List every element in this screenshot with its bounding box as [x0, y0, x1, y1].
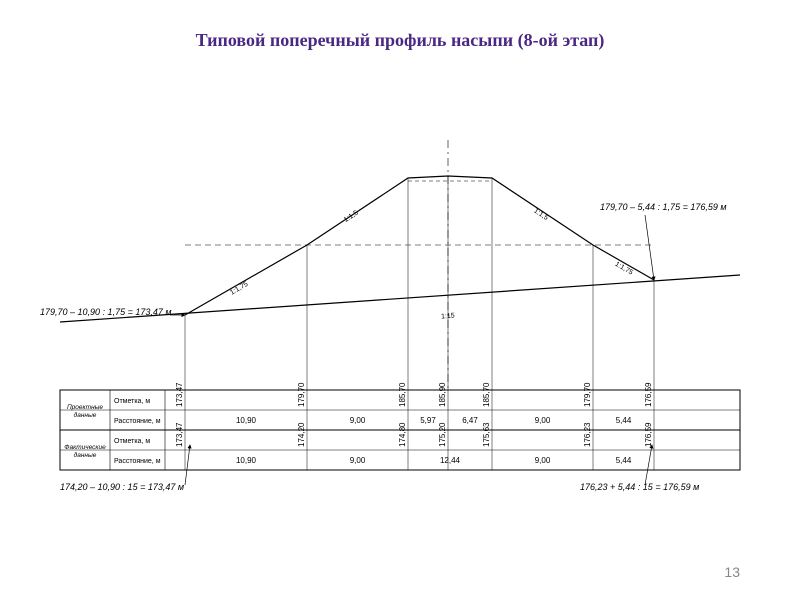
svg-text:9,00: 9,00	[535, 456, 551, 465]
svg-text:Отметка, м: Отметка, м	[114, 438, 150, 445]
svg-text:179,70 – 10,90 : 1,75 = 173,47: 179,70 – 10,90 : 1,75 = 173,47 м	[40, 307, 172, 317]
svg-text:10,90: 10,90	[236, 416, 257, 425]
svg-text:185,70: 185,70	[482, 382, 491, 407]
svg-text:174,80: 174,80	[398, 422, 407, 447]
svg-text:10,90: 10,90	[236, 456, 257, 465]
svg-text:1:1,5: 1:1,5	[532, 208, 549, 222]
svg-text:5,44: 5,44	[616, 416, 632, 425]
cross-section-drawing: ПроектныеданныеФактическиеданныеОтметка,…	[40, 90, 760, 510]
svg-text:6,47: 6,47	[462, 416, 478, 425]
svg-text:9,00: 9,00	[350, 416, 366, 425]
page-number: 13	[724, 564, 740, 580]
svg-text:185,90: 185,90	[438, 382, 447, 407]
svg-text:174,20 – 10,90 : 15 = 173,47 м: 174,20 – 10,90 : 15 = 173,47 м	[60, 482, 184, 492]
svg-text:Расстояние, м: Расстояние, м	[114, 458, 161, 465]
svg-text:1:1,5: 1:1,5	[343, 210, 360, 224]
svg-text:1:15: 1:15	[441, 313, 455, 321]
svg-text:12,44: 12,44	[440, 456, 461, 465]
svg-text:173,47: 173,47	[175, 382, 184, 407]
svg-text:176,23 + 5,44 : 15 = 176,59 м: 176,23 + 5,44 : 15 = 176,59 м	[580, 482, 699, 492]
svg-text:175,20: 175,20	[438, 422, 447, 447]
svg-text:173,47: 173,47	[175, 422, 184, 447]
svg-text:9,00: 9,00	[535, 416, 551, 425]
svg-text:Отметка, м: Отметка, м	[114, 398, 150, 405]
svg-text:185,70: 185,70	[398, 382, 407, 407]
svg-text:Проектные: Проектные	[67, 404, 103, 411]
svg-text:данные: данные	[74, 411, 97, 419]
svg-text:5,44: 5,44	[616, 456, 632, 465]
svg-text:1:1,75: 1:1,75	[229, 281, 249, 297]
svg-text:9,00: 9,00	[350, 456, 366, 465]
svg-text:175,63: 175,63	[482, 422, 491, 447]
svg-text:179,70: 179,70	[297, 382, 306, 407]
page-title: Типовой поперечный профиль насыпи (8-ой …	[0, 30, 800, 51]
svg-text:176,59: 176,59	[644, 422, 653, 447]
svg-text:данные: данные	[74, 451, 97, 459]
svg-text:Фактические: Фактические	[64, 444, 106, 451]
svg-text:Расстояние, м: Расстояние, м	[114, 418, 161, 425]
svg-text:176,59: 176,59	[644, 382, 653, 407]
svg-text:176,23: 176,23	[583, 422, 592, 447]
svg-text:174,20: 174,20	[297, 422, 306, 447]
svg-text:179,70: 179,70	[583, 382, 592, 407]
svg-text:5,97: 5,97	[420, 416, 436, 425]
svg-text:179,70 – 5,44 : 1,75 = 176,59: 179,70 – 5,44 : 1,75 = 176,59 м	[600, 202, 727, 212]
